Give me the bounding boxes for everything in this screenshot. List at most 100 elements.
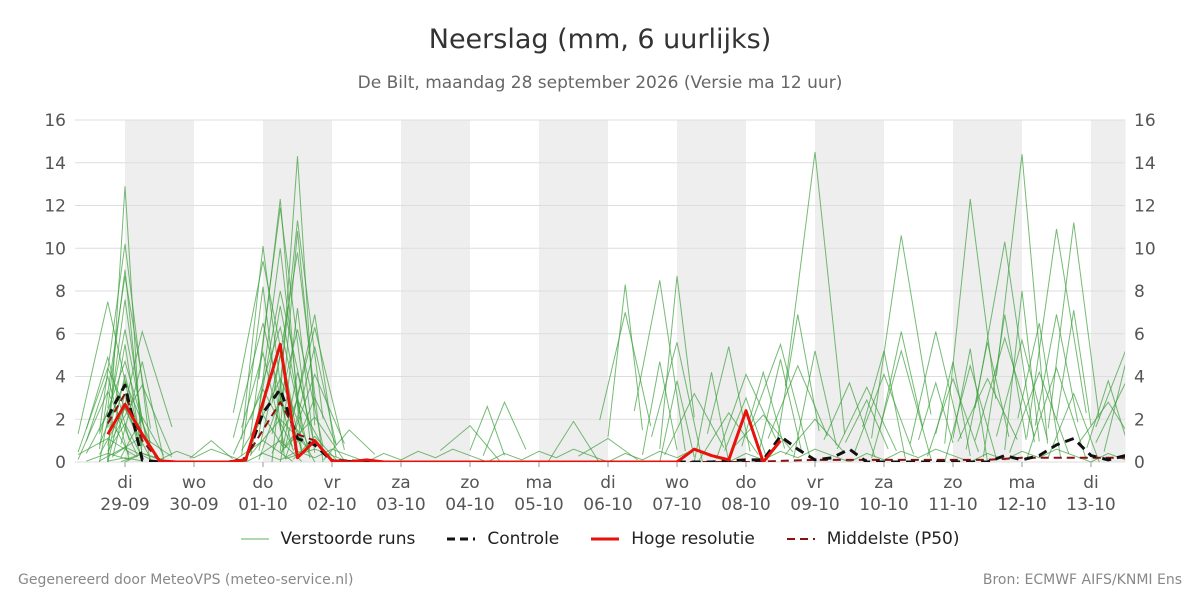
ensemble-run-line	[1034, 314, 1079, 426]
ensemble-run-line	[271, 398, 324, 454]
x-tick-day-5: zo	[460, 473, 479, 493]
x-tick-day-9: do	[735, 473, 756, 493]
ensemble-run-line	[107, 344, 143, 456]
ensemble-run-line	[871, 348, 932, 459]
x-tick-day-6: ma	[526, 473, 553, 493]
ensemble-run-line	[659, 275, 695, 450]
ensemble-run-line	[112, 329, 173, 458]
x-tick-date-10: 09-10	[790, 495, 839, 515]
ensemble-run-line	[469, 404, 505, 456]
ensemble-run-line	[1047, 392, 1100, 462]
ensemble-run-line	[284, 372, 345, 460]
legend-label-ensemble: Verstoorde runs	[280, 529, 416, 549]
ensemble-run-line	[784, 418, 846, 455]
legend-label-median: Middelste (P50)	[826, 529, 960, 549]
ensemble-run-line	[844, 398, 889, 450]
chart-title: Neerslag (mm, 6 uurlijks)	[428, 24, 772, 55]
ensemble-run-line	[775, 314, 820, 447]
ensemble-run-line	[982, 314, 1027, 457]
ensemble-run-line	[107, 457, 143, 462]
ensemble-run-line	[440, 424, 501, 462]
x-tick-date-0: 29-09	[100, 495, 149, 515]
ensemble-run-line	[279, 308, 316, 453]
chart-subtitle: De Bilt, maandag 28 september 2026 (Vers…	[357, 73, 843, 93]
y-tick-left-16: 16	[44, 111, 66, 131]
ensemble-run-line	[599, 312, 652, 427]
footer-generator: Gegenereerd door MeteoVPS (meteo-service…	[18, 572, 354, 588]
y-tick-right-12: 12	[1134, 197, 1156, 217]
ensemble-run-line	[77, 437, 138, 458]
ensemble-run-line	[120, 361, 165, 460]
ensemble-run-line	[693, 372, 730, 462]
ensemble-run-line	[271, 220, 324, 462]
x-tick-day-11: za	[874, 473, 893, 493]
ensemble-run-line	[974, 241, 1035, 443]
ensemble-run-line	[879, 331, 924, 431]
y-tick-right-8: 8	[1134, 282, 1145, 302]
ensemble-run-line	[715, 373, 777, 460]
ensemble-run-line	[1047, 222, 1100, 429]
x-tick-date-5: 04-10	[445, 495, 494, 515]
ensemble-run-line	[664, 392, 725, 456]
y-tick-right-10: 10	[1134, 239, 1156, 259]
x-tick-day-10: vr	[806, 473, 823, 493]
y-tick-left-8: 8	[55, 282, 66, 302]
legend-item-hires: Hoge resolutie	[591, 529, 755, 549]
chart-legend: Verstoorde runs Controle Hoge resolutie …	[0, 529, 1200, 549]
ensemble-run-line	[77, 366, 138, 453]
y-tick-left-6: 6	[55, 325, 66, 345]
ensemble-run-line	[957, 377, 1018, 442]
x-tick-day-7: di	[600, 473, 616, 493]
x-tick-date-1: 30-09	[169, 495, 218, 515]
ensemble-run-line	[258, 248, 303, 430]
ensemble-run-line	[292, 396, 337, 451]
ensemble-run-line	[836, 386, 897, 451]
legend-item-ensemble: Verstoorde runs	[240, 529, 416, 549]
ensemble-run-line	[98, 359, 152, 451]
ensemble-run-line	[1056, 310, 1092, 426]
x-tick-day-4: za	[391, 473, 410, 493]
ensemble-run-line	[107, 448, 1125, 462]
y-tick-right-2: 2	[1134, 410, 1145, 430]
x-tick-date-3: 02-10	[307, 495, 356, 515]
ensemble-run-line	[258, 439, 302, 462]
ensemble-run-line	[271, 329, 324, 447]
y-tick-right-0: 0	[1134, 453, 1145, 473]
ensemble-run-line	[965, 342, 1010, 450]
x-tick-date-9: 08-10	[721, 495, 770, 515]
ensemble-run-line	[292, 346, 337, 445]
ensemble-run-line	[107, 186, 143, 462]
median-line	[106, 392, 1125, 462]
ensemble-run-line	[1078, 401, 1125, 444]
ensemble-run-line	[120, 416, 165, 458]
ensemble-run-line	[758, 359, 803, 453]
legend-label-hires: Hoge resolutie	[631, 529, 755, 549]
ensemble-run-line	[482, 400, 527, 456]
x-tick-date-13: 12-10	[997, 495, 1046, 515]
ensemble-run-line	[279, 156, 316, 426]
legend-swatch-median	[786, 538, 815, 540]
ensemble-run-line	[633, 280, 686, 452]
ensemble-run-line	[750, 342, 811, 459]
x-tick-date-12: 11-10	[928, 495, 977, 515]
ensemble-run-line	[1026, 366, 1087, 460]
x-tick-date-6: 05-10	[514, 495, 563, 515]
ensemble-run-line	[944, 363, 997, 462]
ensemble-run-line	[189, 439, 233, 460]
ensemble-run-line	[250, 207, 311, 440]
x-tick-day-0: di	[117, 473, 133, 493]
ensemble-run-line	[650, 342, 704, 462]
ensemble-run-line	[284, 327, 345, 450]
ensemble-run-line	[733, 414, 794, 453]
x-tick-day-2: do	[252, 473, 273, 493]
ensemble-run-line	[241, 286, 285, 457]
ensemble-run-line	[292, 435, 337, 461]
ensemble-run-line	[995, 154, 1049, 444]
x-tick-date-14: 13-10	[1066, 495, 1115, 515]
ensemble-run-line	[323, 429, 376, 461]
y-tick-right-6: 6	[1134, 325, 1145, 345]
ensemble-run-line	[1009, 370, 1070, 455]
ensemble-run-line	[85, 374, 130, 460]
ensemble-run-line	[112, 383, 173, 456]
ensemble-run-line	[1095, 382, 1125, 443]
